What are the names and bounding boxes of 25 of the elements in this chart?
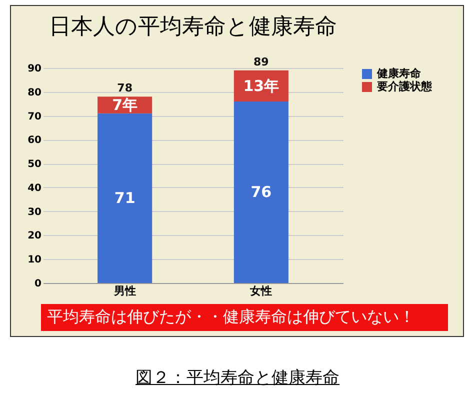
legend-label: 健康寿命 xyxy=(376,67,422,80)
y-tick-label: 90 xyxy=(28,64,42,74)
data-label: 13年 xyxy=(243,76,280,95)
y-tick-label: 50 xyxy=(28,159,42,170)
caption: 図２：平均寿命と健康寿命 xyxy=(136,368,340,388)
bar xyxy=(234,101,288,283)
x-tick-label: 女性 xyxy=(249,284,272,298)
chart-title: 日本人の平均寿命と健康寿命 xyxy=(49,14,337,40)
bar xyxy=(98,113,152,283)
x-tick-label: 男性 xyxy=(112,284,136,298)
data-label: 7年 xyxy=(112,96,138,114)
data-label: 76 xyxy=(250,183,272,202)
y-tick-label: 0 xyxy=(34,278,42,290)
total-label: 78 xyxy=(117,82,132,95)
y-tick-label: 30 xyxy=(28,206,42,218)
total-label: 89 xyxy=(254,55,269,68)
y-tick-label: 60 xyxy=(28,135,42,146)
y-tick-label: 80 xyxy=(28,87,42,98)
y-tick-label: 10 xyxy=(28,254,42,266)
y-tick-label: 40 xyxy=(28,182,42,194)
y-tick-label: 20 xyxy=(28,230,42,242)
legend-label: 要介護状態 xyxy=(376,80,433,93)
text: 平均寿命は伸びたが・・健康寿命は伸びていない！ xyxy=(41,304,448,331)
y-tick-label: 70 xyxy=(28,111,42,122)
data-label: 71 xyxy=(114,189,136,208)
